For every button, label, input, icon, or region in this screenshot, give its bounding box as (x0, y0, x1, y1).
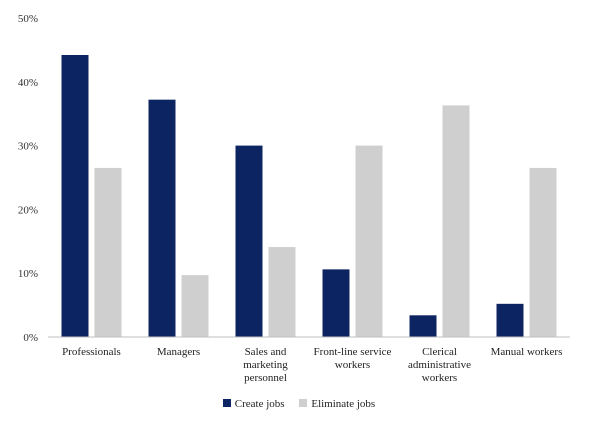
x-category-label-line: Front-line service (314, 346, 392, 358)
legend-swatch-create (222, 399, 231, 407)
legend: Create jobs Eliminate jobs (0, 398, 598, 410)
bar-eliminate (181, 275, 209, 337)
x-category-label: Clerical administrative workers (408, 346, 471, 384)
y-tick-label: 10% (18, 268, 38, 280)
legend-item-eliminate: Eliminate jobs (299, 398, 375, 410)
bar-eliminate (355, 145, 383, 337)
legend-label-create: Create jobs (234, 398, 285, 410)
y-tick-label: 20% (18, 204, 38, 216)
legend-swatch-eliminate (299, 399, 308, 407)
bars (61, 55, 557, 338)
x-category-label-line: marketing (243, 359, 288, 371)
bar-create (496, 303, 524, 337)
bar-create (148, 99, 176, 337)
x-category-label: Managers (157, 346, 200, 358)
bar-create (61, 55, 89, 338)
category-labels: Professionals Managers Sales and marketing p… (62, 346, 562, 384)
bar-eliminate (268, 247, 296, 337)
x-category-label-line: Clerical (422, 346, 457, 358)
y-axis: 0% 10% 20% 30% 40% 50% (18, 13, 38, 344)
x-category-label: Front-line service workers (314, 346, 392, 371)
x-category-label-line: Managers (157, 346, 200, 358)
bar-eliminate (94, 167, 122, 337)
bar-create (235, 145, 263, 337)
bar-eliminate (442, 105, 470, 337)
x-category-label-line: administrative (408, 359, 471, 371)
bar-create (322, 269, 350, 337)
x-category-label-line: Manual workers (491, 346, 563, 358)
y-tick-label: 50% (18, 13, 38, 25)
legend-label-eliminate: Eliminate jobs (311, 398, 376, 410)
y-tick-label: 30% (18, 141, 38, 153)
x-category-label: Manual workers (491, 346, 563, 358)
x-category-label-line: Sales and (245, 346, 287, 358)
x-category-label: Sales and marketing personnel (243, 346, 288, 384)
x-category-label-line: Professionals (62, 346, 121, 358)
x-category-label: Professionals (62, 346, 121, 358)
bar-create (409, 315, 437, 337)
legend-item-create: Create jobs (222, 398, 285, 410)
bar-eliminate (529, 167, 557, 337)
x-category-label-line: workers (422, 372, 457, 384)
x-category-label-line: personnel (244, 372, 287, 384)
y-tick-label: 40% (18, 77, 38, 89)
x-category-label-line: workers (335, 359, 370, 371)
y-tick-label: 0% (23, 332, 38, 344)
